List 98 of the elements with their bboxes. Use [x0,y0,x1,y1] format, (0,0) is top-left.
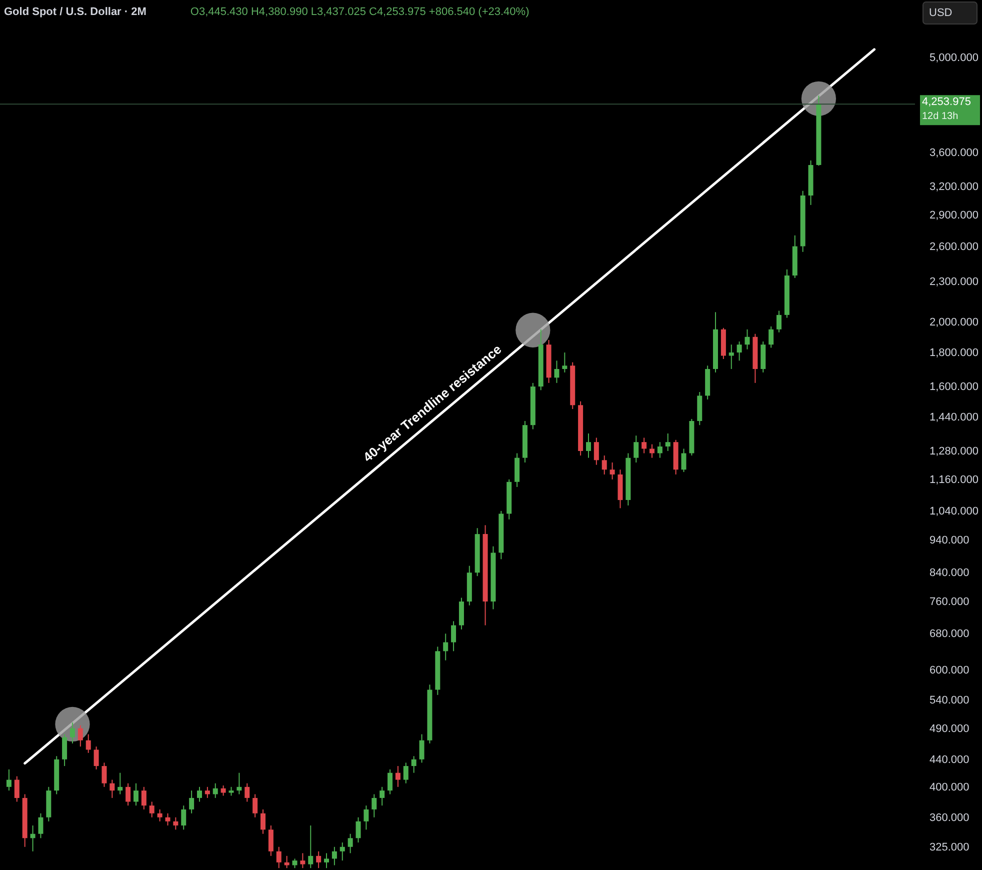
y-tick-label: 2,000.000 [930,316,978,329]
candlestick [316,850,322,869]
candlestick [562,352,568,373]
candlestick [30,824,36,852]
candlestick [364,805,369,830]
text: 12d 13h [922,111,958,122]
y-tick-label: 2,600.000 [930,240,978,253]
y-tick-label: 600.000 [930,664,970,676]
candlestick [220,784,226,796]
point [516,312,550,348]
candlestick [665,432,670,452]
candlestick [403,762,408,784]
candlestick [252,794,258,818]
candlestick [62,734,68,767]
candlestick [110,779,115,798]
candlestick [133,782,138,806]
candlestick [212,782,218,798]
candlestick [586,432,591,458]
candlestick [642,437,647,454]
y-tick-label: 490.000 [930,722,970,735]
candlestick [372,794,377,818]
y-tick-label: 5,000.000 [930,52,978,64]
text: O3,445.430 H4,380.990 L3,437.025 C4,253.975 +806.540 (+23.40%) [190,6,530,18]
candlestick [204,786,210,798]
candlestick [388,768,393,795]
y-tick-label: 1,800.000 [930,347,978,360]
ref-line-label: 4,253.975 [922,96,971,108]
candlestick [332,846,337,866]
candlestick [594,437,599,466]
candlestick [380,786,385,806]
candlestick [157,808,162,822]
y-tick-label: 1,440.000 [930,411,978,424]
candlestick [657,442,662,458]
candlestick [78,724,83,748]
candlestick [236,772,242,795]
candlestick [356,816,361,843]
candlestick [395,766,400,788]
y-tick-label: 760.000 [930,596,970,608]
candlestick [768,326,774,348]
y-tick-label: 1,040.000 [930,505,978,518]
candlestick [451,620,456,652]
candlestick [181,805,186,830]
y-tick-label: 1,160.000 [930,474,978,486]
candlestick [411,756,416,774]
candlestick [196,786,202,802]
candlestick [736,340,742,362]
candlestick [70,722,75,744]
candlestick [458,597,464,630]
y-tick-label: 940.000 [930,534,970,547]
candlestick [340,842,345,862]
y-tick-label: 1,280.000 [930,445,978,458]
text: USD [929,7,952,19]
candlestick [260,808,266,834]
candlestick [126,782,131,806]
candlestick [649,444,654,458]
y-tick-label: 400.000 [930,781,970,794]
candlestick [118,772,123,795]
candlestick [602,455,607,475]
candlestick [443,633,448,661]
candlestick [173,816,178,830]
candlestick [268,824,274,856]
candlestick [634,435,639,463]
candlestick [6,768,12,792]
y-tick-label: 2,300.000 [930,276,978,288]
y-tick-label: 3,600.000 [930,146,978,159]
candlestick [165,812,170,826]
candlestick [308,824,314,869]
y-tick-label: 360.000 [930,812,970,824]
text: Gold Spot / U.S. Dollar · 2M [4,6,146,18]
candlestick [324,852,330,869]
candlestick [681,448,686,473]
candlestick [244,782,250,802]
candlestick [38,812,44,839]
candlestick [554,360,560,384]
candlestick [419,734,424,764]
y-tick-label: 1,600.000 [930,381,978,394]
y-tick-label: 3,200.000 [930,180,978,193]
candlestick [14,776,20,802]
y-tick-label: 540.000 [930,694,970,707]
candlestick [292,858,298,869]
candlestick [276,846,282,869]
candlestick [86,734,91,754]
y-tick-label: 680.000 [930,628,970,640]
y-tick-label: 2,900.000 [930,209,978,222]
y-tick-label: 325.000 [930,841,970,854]
candlestick [776,310,782,333]
candlestick [300,852,306,869]
candlestick [744,328,750,350]
candlestick [102,762,107,788]
candlestick [141,786,146,810]
candlestick [94,746,99,770]
candlestick [348,833,353,854]
y-tick-label: 840.000 [930,567,970,580]
candlestick [149,801,154,818]
y-tick-label: 440.000 [930,754,970,766]
candlestick [728,344,734,370]
candlestick [610,462,615,480]
candlestick [189,790,194,814]
